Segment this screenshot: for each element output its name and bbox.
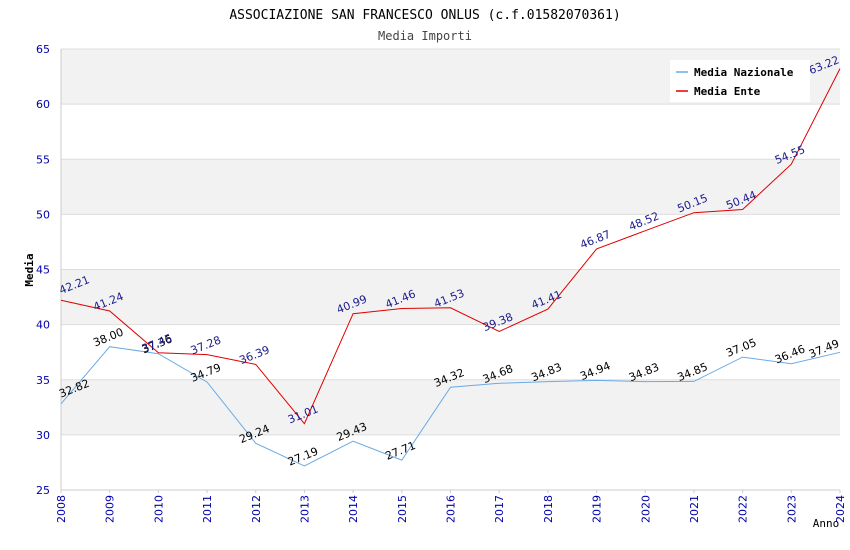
y-axis-label: Media (23, 253, 36, 286)
y-tick-label: 55 (36, 153, 50, 166)
x-tick-label: 2012 (250, 495, 263, 523)
series-line-1 (60, 346, 841, 467)
x-tick-label: 2015 (396, 495, 409, 523)
x-tick-labels: 2008 2009 2010 2011 2012 2013 2014 2015 2016 2017… (55, 495, 847, 523)
plot-band (61, 159, 840, 215)
axes (60, 49, 841, 493)
chart-subtitle: Media Importi (378, 29, 472, 43)
x-tick-label: 2018 (542, 495, 555, 523)
x-tick-label: 2011 (201, 495, 214, 523)
x-tick-label: 2010 (152, 495, 165, 523)
x-tick-label: 2016 (445, 495, 458, 523)
data-label: 36.39 (237, 343, 271, 367)
legend: Media Nazionale Media Ente (670, 60, 810, 102)
legend-entry: Media Nazionale (694, 66, 794, 79)
y-tick-label: 50 (36, 208, 50, 221)
x-tick-label: 2020 (639, 495, 652, 523)
x-tick-label: 2023 (785, 495, 798, 523)
y-tick-labels: 25 30 35 40 45 50 55 60 65 (36, 43, 50, 497)
y-tick-label: 35 (36, 374, 50, 387)
y-tick-label: 25 (36, 484, 50, 497)
chart-title: ASSOCIAZIONE SAN FRANCESCO ONLUS (c.f.01… (229, 8, 620, 23)
data-label: 46.87 (578, 228, 612, 252)
y-tick-label: 60 (36, 98, 50, 111)
x-tick-label: 2017 (493, 495, 506, 523)
x-tick-label: 2014 (347, 495, 360, 523)
y-tick-label: 30 (36, 429, 50, 442)
plot-band (61, 379, 840, 435)
x-axis-label: Anno (813, 517, 840, 530)
legend-box (670, 60, 810, 102)
y-tick-label: 40 (36, 319, 50, 332)
legend-entry: Media Ente (694, 85, 761, 98)
x-tick-label: 2009 (104, 495, 117, 523)
plot-band (61, 269, 840, 325)
x-tick-label: 2024 (834, 495, 847, 523)
data-label: 37.05 (724, 336, 758, 360)
x-tick-label: 2022 (737, 495, 750, 523)
y-tick-label: 65 (36, 43, 50, 56)
data-label: 37.28 (189, 333, 223, 357)
y-tick-label: 45 (36, 264, 50, 277)
series-line-2 (60, 68, 841, 425)
plot-bands (61, 49, 840, 435)
series-lines (60, 68, 841, 467)
data-label: 36.46 (773, 343, 807, 367)
data-label: 38.00 (91, 326, 125, 350)
x-tick-label: 2021 (688, 495, 701, 523)
data-label: 37.49 (807, 337, 841, 361)
x-tick-label: 2013 (298, 495, 311, 523)
x-tick-label: 2008 (55, 495, 68, 523)
x-tick-label: 2019 (591, 495, 604, 523)
